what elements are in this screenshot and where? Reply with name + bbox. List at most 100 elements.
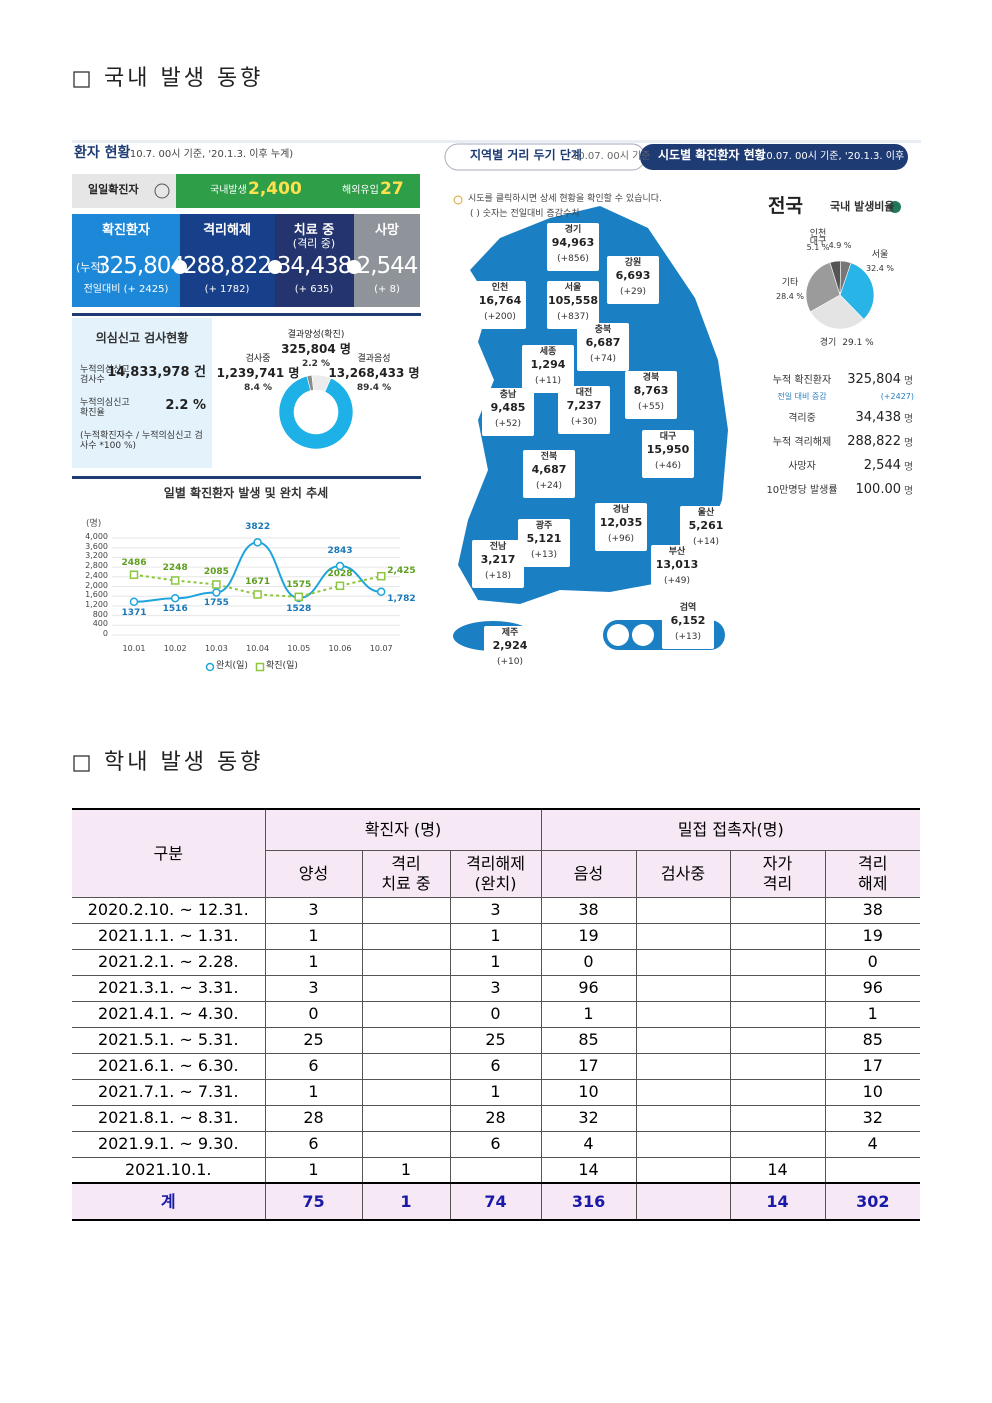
region-box: [662, 601, 714, 649]
stat-prefix: (누적): [76, 261, 105, 274]
map-note: 시도를 클릭하시면 상세 현황을 확인할 수 있습니다.: [468, 194, 662, 204]
daily-box: [72, 174, 176, 208]
data-label: 2843: [327, 546, 353, 557]
region-box: [642, 430, 694, 478]
x-tick-label: 10.05: [287, 644, 311, 653]
region-change: (+11): [534, 376, 562, 386]
region-change: (+14): [692, 537, 720, 547]
data-label: 2,425: [387, 566, 416, 577]
table-cell: [361, 896, 451, 924]
region-name: 세종: [539, 347, 557, 357]
table-cell: 96: [540, 974, 637, 1002]
table-cell: 6: [264, 1052, 363, 1080]
header-cell: 검사중: [635, 849, 731, 898]
donut-label: 검사중: [245, 354, 271, 364]
table-cell: [361, 1052, 451, 1080]
point: [170, 593, 180, 603]
pie-label: 4.9 %: [828, 241, 852, 250]
total-cell: 316: [540, 1182, 637, 1221]
table-cell: 3: [449, 896, 542, 924]
tab-title: 시도별 확진환자 현황: [658, 148, 766, 162]
region-box: [482, 388, 534, 436]
table-cell: 19: [824, 922, 921, 950]
data-label: 1575: [286, 579, 312, 590]
table-cell: 2021.1.1. ~ 1.31.: [72, 922, 266, 950]
total-cell: 계: [72, 1182, 266, 1221]
donut-label: 결과양성(확진): [287, 330, 345, 340]
table-cell: 25: [264, 1026, 363, 1054]
section-heading: 국내 발생 동향: [104, 66, 264, 91]
region-change: (+55): [637, 402, 665, 412]
table-cell: 3: [449, 974, 542, 1002]
tests-note: (누적확진자수 / 누적의심신고 검사수 *100 %): [80, 431, 203, 452]
data-label: 2085: [203, 567, 229, 578]
total-cell: [635, 1182, 731, 1221]
table-cell: 2021.2.1. ~ 2.28.: [72, 948, 266, 976]
x-tick-label: 10.03: [204, 644, 228, 653]
region-box: [547, 281, 599, 329]
region-box: [523, 450, 575, 498]
table-cell: 1: [361, 1156, 451, 1184]
data-label: 1671: [245, 577, 271, 588]
region-name: 광주: [535, 521, 553, 531]
table-cell: [635, 1078, 731, 1106]
region-count: 8,763: [633, 384, 669, 397]
pie-label: 29.1 %: [842, 338, 874, 348]
region-change: (+46): [654, 461, 682, 471]
section-heading: 학내 발생 동향: [104, 750, 264, 775]
legend-marker: [255, 662, 265, 672]
checkbox: [73, 755, 90, 772]
operator-icon: [268, 260, 282, 274]
pie-slice: [809, 294, 865, 330]
daily-value: 2,400: [248, 179, 302, 199]
table-cell: 0: [449, 1000, 542, 1028]
stat-label: 확진환자: [102, 223, 150, 238]
table-cell: [361, 1078, 451, 1106]
operator-icon: [347, 260, 361, 274]
stat-value: 34,438: [276, 253, 352, 279]
region-name: 충남: [499, 390, 517, 400]
help-icon: [889, 201, 901, 213]
region-count: 6,152: [670, 614, 706, 627]
tests-value: 14,833,978 건: [107, 365, 206, 380]
pie-label: 32.4 %: [866, 264, 894, 273]
region-name: 경남: [612, 505, 630, 515]
region-change: (+96): [607, 534, 635, 544]
region-count: 105,558: [547, 294, 599, 307]
table-cell: 1: [449, 922, 542, 950]
point: [376, 587, 386, 597]
stat-label: 사망: [375, 223, 399, 238]
y-tick-label: 2,800: [85, 561, 108, 571]
region-count: 4,687: [531, 463, 567, 476]
tab-sub: 10.07. 00시 기준: [572, 151, 651, 162]
total-cell: 75: [264, 1182, 363, 1221]
stat-label: 격리중: [788, 413, 816, 424]
table-cell: 28: [449, 1104, 542, 1132]
data-label: 1371: [121, 607, 147, 618]
point: [294, 592, 304, 602]
table-cell: [361, 1104, 451, 1132]
total-cell: 1: [361, 1182, 451, 1221]
donut-count: 13,268,433 명: [328, 366, 420, 380]
donut-slice: [278, 375, 354, 450]
region-count: 6,687: [585, 336, 621, 349]
region-name: 검역: [679, 603, 697, 613]
point: [129, 570, 139, 579]
daily-domestic-box: [176, 174, 420, 208]
region-box: [472, 540, 524, 588]
stat-value: 288,822: [182, 253, 272, 279]
region-box: [577, 323, 629, 371]
region-change: (+13): [530, 550, 558, 560]
table-cell: [635, 1104, 731, 1132]
donut-count: 325,804 명: [281, 342, 351, 356]
region-name: 인천: [491, 283, 509, 293]
table-cell: 6: [449, 1130, 542, 1158]
total-cell: 302: [824, 1182, 921, 1221]
region-change: (+10): [496, 657, 524, 667]
tab-sub: 10.07. 00시 기준, '20.1.3. 이후 누계: [760, 151, 926, 162]
stat-label: 누적 확진환자: [772, 375, 832, 386]
table-cell: 1: [264, 948, 363, 976]
region-box: [595, 503, 647, 551]
